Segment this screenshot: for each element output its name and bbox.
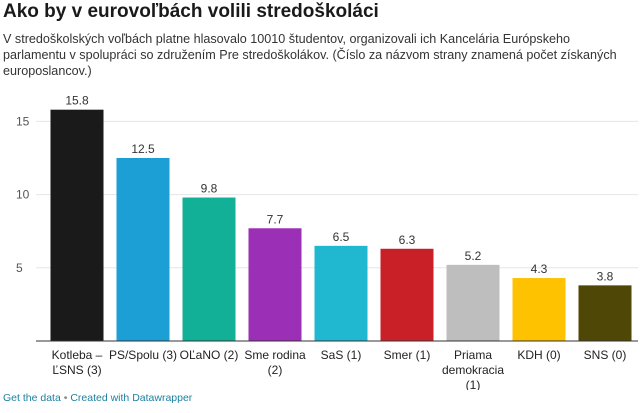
- bar-3: [182, 197, 236, 341]
- bar-value-label-8: 4.3: [531, 262, 548, 276]
- bar-value-label-7: 5.2: [465, 249, 482, 263]
- bar-2: [116, 158, 170, 341]
- created-with-link[interactable]: Created with Datawrapper: [70, 392, 193, 404]
- category-label-line: Kotleba –: [52, 348, 103, 362]
- category-label-line: (1): [466, 378, 481, 390]
- category-label-line: PS/Spolu (3): [109, 348, 177, 362]
- category-label-8: KDH (0): [517, 348, 560, 362]
- bar-5: [314, 245, 368, 341]
- category-label-1: Kotleba – ĽSNS (3): [52, 348, 103, 377]
- category-label-line: SaS (1): [321, 348, 362, 362]
- category-label-line: (2): [268, 363, 283, 377]
- get-data-link[interactable]: Get the data: [3, 392, 61, 404]
- chart-description: V stredoškolských voľbách platne hlasova…: [3, 32, 617, 78]
- category-label-4: Sme rodina (2): [244, 348, 306, 377]
- category-label-line: demokracia: [442, 363, 504, 377]
- bar-9: [578, 285, 632, 341]
- category-label-line: Smer (1): [384, 348, 431, 362]
- category-label-5: SaS (1): [321, 348, 362, 362]
- category-label-line: SNS (0): [584, 348, 627, 362]
- bar-value-label-1: 15.8: [65, 94, 89, 108]
- bar-6: [380, 248, 434, 341]
- bar-value-label-5: 6.5: [333, 230, 350, 244]
- bar-value-label-6: 6.3: [399, 233, 416, 247]
- bar-1: [50, 109, 104, 341]
- category-label-6: Smer (1): [384, 348, 431, 362]
- y-tick-label-5: 5: [16, 261, 23, 275]
- category-label-line: ĽSNS (3): [52, 363, 101, 377]
- category-label-3: OĽaNO (2): [180, 348, 239, 362]
- category-label-9: SNS (0): [584, 348, 627, 362]
- chart-title: Ako by v eurovoľbách volili stredoškolác…: [3, 1, 379, 22]
- category-label-2: PS/Spolu (3): [109, 348, 177, 362]
- y-tick-label-15: 15: [16, 114, 30, 128]
- category-label-line: OĽaNO (2): [180, 348, 239, 362]
- bar-chart: 5 10 15 15.8 Kotleba – ĽSNS (3) 12.5 PS/Spolu (…: [16, 94, 638, 390]
- category-label-line: Priama: [454, 348, 492, 362]
- bar-8: [512, 278, 566, 341]
- bar-value-label-9: 3.8: [597, 269, 614, 283]
- bar-value-label-3: 9.8: [201, 182, 218, 196]
- footer: Get the data • Created with Datawrapper: [3, 392, 192, 404]
- category-label-line: KDH (0): [517, 348, 560, 362]
- footer-separator: •: [63, 392, 68, 404]
- bar-7: [446, 264, 500, 341]
- y-tick-label-10: 10: [16, 188, 30, 202]
- category-label-line: Sme rodina: [244, 348, 306, 362]
- bar-4: [248, 228, 302, 341]
- bar-value-label-4: 7.7: [267, 212, 284, 226]
- bar-value-label-2: 12.5: [131, 142, 155, 156]
- category-label-7: Priama demokracia (1): [442, 348, 504, 390]
